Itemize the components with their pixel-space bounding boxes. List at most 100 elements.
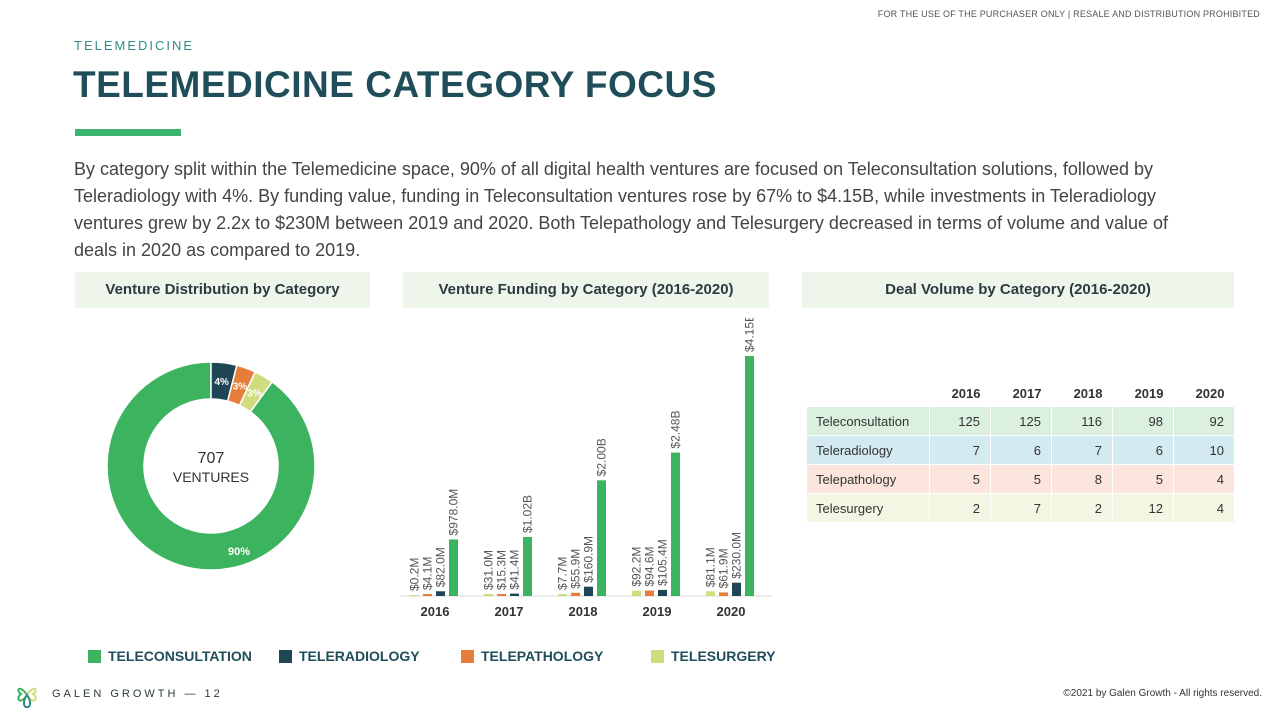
bar-teleconsultation-2019 xyxy=(671,452,680,596)
table-cell: 2 xyxy=(929,493,991,523)
bar-value-label: $1.02B xyxy=(521,495,535,533)
legend-item-teleradiology: TELERADIOLOGY xyxy=(279,648,420,664)
bar-telesurgery-2019 xyxy=(632,590,641,596)
table-cell: 10 xyxy=(1173,435,1235,465)
row-label: Teleradiology xyxy=(806,435,930,465)
bar-value-label: $7.7M xyxy=(556,557,570,590)
section-label: TELEMEDICINE xyxy=(74,38,195,53)
bar-value-label: $81.1M xyxy=(704,547,718,587)
bar-teleradiology-2019 xyxy=(658,589,667,596)
legend-swatch xyxy=(651,649,664,663)
table-cell: 125 xyxy=(929,406,991,436)
venture-funding-bar-chart: $0.2M $4.1M $82.0M $978.0M $31.0M $15.3M $41.4… xyxy=(400,318,772,619)
bar-value-label: $61.9M xyxy=(717,548,731,588)
bar-teleradiology-2016 xyxy=(436,591,445,596)
x-tick-label: 2017 xyxy=(495,604,524,619)
table-cell: 8 xyxy=(1051,464,1113,494)
bar-teleradiology-2018 xyxy=(584,586,593,596)
legend-label: TELESURGERY xyxy=(671,648,776,664)
column-header: 2019 xyxy=(1134,385,1164,401)
bar-value-label: $94.6M xyxy=(643,546,657,586)
bar-value-label: $4.15B xyxy=(743,318,757,352)
bar-value-label: $15.3M xyxy=(495,550,509,590)
table-cell: 125 xyxy=(990,406,1052,436)
page-title: TELEMEDICINE CATEGORY FOCUS xyxy=(73,64,717,105)
legend-label: TELEPATHOLOGY xyxy=(481,648,604,664)
footer-brand: GALEN GROWTH — 12 xyxy=(52,688,223,700)
intro-paragraph: By category split within the Telemedicin… xyxy=(74,159,1169,260)
table-cell: 92 xyxy=(1173,406,1235,436)
table-cell: 4 xyxy=(1173,493,1235,523)
bar-telepathology-2017 xyxy=(497,594,506,596)
column-header: 2020 xyxy=(1195,385,1225,401)
row-label: Teleconsultation xyxy=(806,406,930,436)
table-cell: 116 xyxy=(1051,406,1113,436)
legend-label: TELECONSULTATION xyxy=(108,648,252,664)
table-cell: 7 xyxy=(1051,435,1113,465)
legend-item-telepathology: TELEPATHOLOGY xyxy=(461,648,603,664)
table-row: Telepathology 5 5 8 5 4 xyxy=(806,464,1235,494)
table-cell: 6 xyxy=(1112,435,1174,465)
bar-teleradiology-2020 xyxy=(732,582,741,596)
table-row: Telesurgery 2 7 2 12 4 xyxy=(806,493,1235,523)
bar-telepathology-2020 xyxy=(719,592,728,596)
legend-swatch xyxy=(279,649,292,663)
venture-distribution-donut: 90% 4% 3%3% 707 VENTURES xyxy=(106,361,316,571)
table-row: Teleconsultation 125 125 116 98 92 xyxy=(806,406,1235,436)
deal-volume-table: 2016 2017 2018 2019 2020 Teleconsultatio… xyxy=(806,380,1235,523)
column-header: 2016 xyxy=(951,385,981,401)
bar-telesurgery-2018 xyxy=(558,594,567,596)
panel-title-distribution: Venture Distribution by Category xyxy=(75,272,370,308)
legend-item-teleconsultation: TELECONSULTATION xyxy=(88,648,252,664)
bar-telepathology-2016 xyxy=(423,594,432,596)
legend-swatch xyxy=(88,649,101,663)
bar-teleconsultation-2018 xyxy=(597,480,606,596)
bar-value-label: $92.2M xyxy=(630,547,644,587)
table-cell: 7 xyxy=(990,493,1052,523)
x-tick-label: 2016 xyxy=(421,604,450,619)
x-tick-label: 2018 xyxy=(569,604,598,619)
bar-value-label: $160.9M xyxy=(582,536,596,583)
table-cell: 5 xyxy=(1112,464,1174,494)
footer-copyright: ©2021 by Galen Growth - All rights reser… xyxy=(1063,688,1262,699)
column-header: 2017 xyxy=(1012,385,1042,401)
donut-center-label: VENTURES xyxy=(173,469,249,485)
table-row: Teleradiology 7 6 7 6 10 xyxy=(806,435,1235,465)
bar-telesurgery-2016 xyxy=(410,595,419,596)
panel-title-deals: Deal Volume by Category (2016-2020) xyxy=(802,272,1234,308)
row-label: Telepathology xyxy=(806,464,930,494)
legend-item-telesurgery: TELESURGERY xyxy=(651,648,776,664)
title-underline xyxy=(75,129,181,136)
bar-value-label: $41.4M xyxy=(508,550,522,590)
bar-value-label: $55.9M xyxy=(569,549,583,589)
table-corner xyxy=(807,380,930,407)
bar-teleconsultation-2016 xyxy=(449,539,458,596)
x-tick-label: 2019 xyxy=(643,604,672,619)
legend-swatch xyxy=(461,649,474,663)
bar-value-label: $2.00B xyxy=(595,438,609,476)
table-cell: 98 xyxy=(1112,406,1174,436)
bar-telesurgery-2017 xyxy=(484,594,493,596)
table-cell: 2 xyxy=(1051,493,1113,523)
table-cell: 4 xyxy=(1173,464,1235,494)
x-tick-label: 2020 xyxy=(717,604,746,619)
table-cell: 5 xyxy=(990,464,1052,494)
galen-growth-logo-icon xyxy=(17,687,37,709)
donut-label-telepathology: 3% xyxy=(233,382,248,393)
bar-value-label: $31.0M xyxy=(482,550,496,590)
bar-teleconsultation-2020 xyxy=(745,356,754,596)
bar-value-label: $0.2M xyxy=(408,558,422,591)
bar-telesurgery-2020 xyxy=(706,591,715,596)
legend-label: TELERADIOLOGY xyxy=(299,648,420,664)
bar-value-label: $105.4M xyxy=(656,539,670,586)
table-header-row: 2016 2017 2018 2019 2020 xyxy=(807,380,1235,407)
donut-slice-telesurgery xyxy=(238,370,274,413)
table-cell: 6 xyxy=(990,435,1052,465)
panel-title-funding: Venture Funding by Category (2016-2020) xyxy=(403,272,769,308)
bar-teleconsultation-2017 xyxy=(523,537,532,596)
table-cell: 12 xyxy=(1112,493,1174,523)
bar-teleradiology-2017 xyxy=(510,593,519,596)
bar-value-label: $4.1M xyxy=(421,557,435,590)
donut-center-value: 707 xyxy=(198,450,225,467)
bar-value-label: $978.0M xyxy=(447,489,461,536)
